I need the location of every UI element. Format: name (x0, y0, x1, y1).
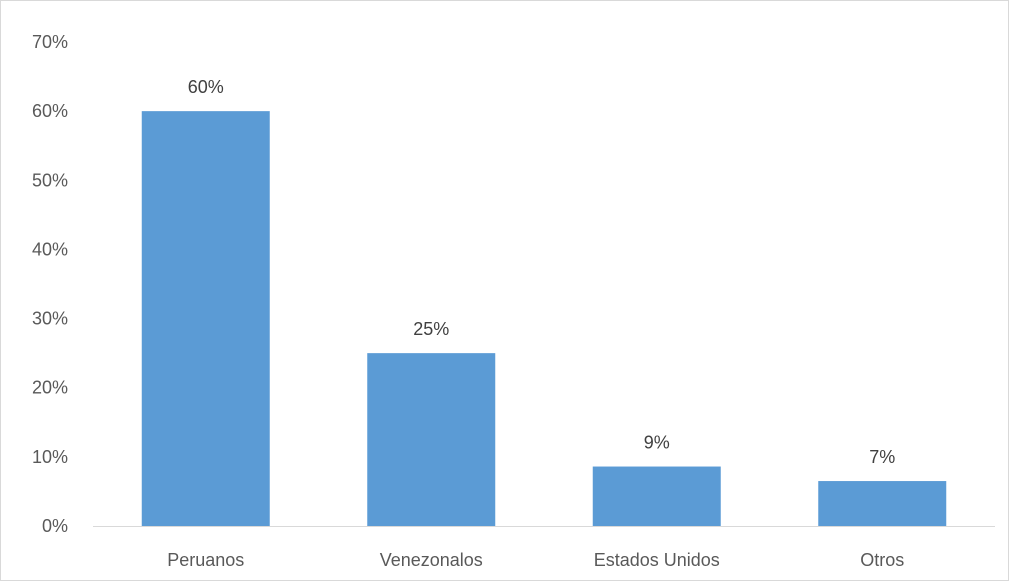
y-axis-ticks: 0% 10% 20% 30% 40% 50% 60% 70% (32, 32, 68, 536)
y-tick-label: 40% (32, 239, 68, 259)
y-tick-label: 0% (42, 516, 68, 536)
x-category-label: Estados Unidos (594, 550, 720, 570)
x-category-label: Otros (860, 550, 904, 570)
bar-data-label: 60% (188, 77, 224, 97)
bar (141, 111, 270, 527)
y-tick-label: 30% (32, 309, 68, 329)
bar-data-label: 9% (644, 433, 670, 453)
data-labels: 60% 25% 9% 7% (188, 77, 896, 467)
bar (592, 466, 721, 526)
bar (367, 353, 496, 526)
y-tick-label: 20% (32, 378, 68, 398)
y-tick-label: 70% (32, 32, 68, 52)
y-tick-label: 60% (32, 101, 68, 121)
x-category-label: Venezonalos (380, 550, 483, 570)
x-axis-category-labels: Peruanos Venezonalos Estados Unidos Otros (167, 550, 904, 570)
x-category-label: Peruanos (167, 550, 244, 570)
bar-data-label: 7% (869, 447, 895, 467)
bar (818, 481, 947, 526)
bar-data-label: 25% (413, 319, 449, 339)
y-tick-label: 50% (32, 170, 68, 190)
bars (141, 111, 947, 527)
y-tick-label: 10% (32, 447, 68, 467)
